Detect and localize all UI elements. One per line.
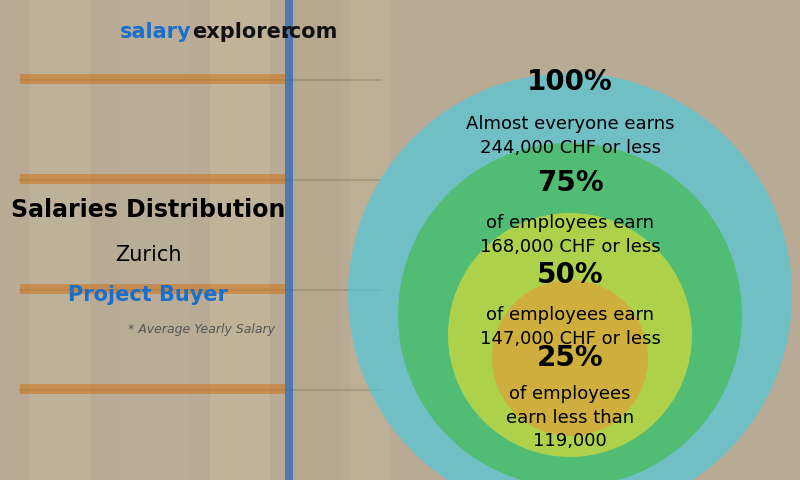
Bar bbox=[20, 174, 285, 184]
Text: salary: salary bbox=[120, 22, 192, 42]
Bar bbox=[20, 74, 285, 84]
Text: of employees
earn less than
119,000: of employees earn less than 119,000 bbox=[506, 385, 634, 450]
Text: explorer: explorer bbox=[192, 22, 291, 42]
Bar bbox=[210, 0, 270, 480]
Bar bbox=[290, 0, 340, 480]
Bar bbox=[285, 0, 293, 480]
Circle shape bbox=[448, 213, 692, 457]
Bar bbox=[30, 0, 90, 480]
Text: Almost everyone earns
244,000 CHF or less: Almost everyone earns 244,000 CHF or les… bbox=[466, 115, 674, 156]
Text: * Average Yearly Salary: * Average Yearly Salary bbox=[128, 324, 275, 336]
Bar bbox=[120, 0, 190, 480]
Text: Zurich: Zurich bbox=[114, 245, 182, 265]
Text: Project Buyer: Project Buyer bbox=[68, 285, 228, 305]
Circle shape bbox=[492, 280, 648, 436]
Bar bbox=[20, 384, 285, 394]
Bar bbox=[350, 0, 390, 480]
Text: 25%: 25% bbox=[537, 344, 603, 372]
Text: .com: .com bbox=[282, 22, 338, 42]
Text: 75%: 75% bbox=[537, 169, 603, 197]
Text: 100%: 100% bbox=[527, 68, 613, 96]
Circle shape bbox=[398, 143, 742, 480]
Text: of employees earn
147,000 CHF or less: of employees earn 147,000 CHF or less bbox=[479, 306, 661, 348]
Bar bbox=[20, 284, 285, 294]
Text: Salaries Distribution: Salaries Distribution bbox=[11, 198, 285, 222]
Circle shape bbox=[348, 73, 792, 480]
Text: of employees earn
168,000 CHF or less: of employees earn 168,000 CHF or less bbox=[480, 214, 660, 255]
Text: 50%: 50% bbox=[537, 261, 603, 289]
